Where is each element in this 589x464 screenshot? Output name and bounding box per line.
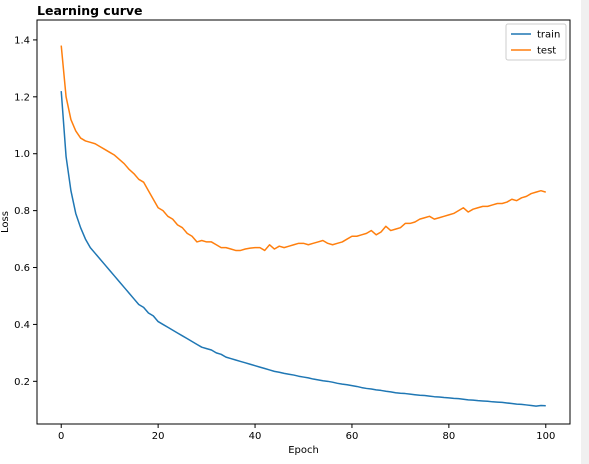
x-tick-label: 60: [346, 431, 359, 442]
ticks-layer: 0 20 40 60 80 100 0.2 0.4 0.6 0.8 1.0 1.2 1.4: [14, 35, 555, 442]
y-axis-label: Loss: [0, 211, 11, 233]
x-tick-label: 20: [152, 431, 165, 442]
chart-title: Learning curve: [37, 3, 143, 18]
x-tick-label: 100: [536, 431, 555, 442]
y-tick-label: 0.8: [14, 206, 30, 217]
series-line-train: [60, 91, 546, 407]
legend-label-train: train: [537, 30, 560, 41]
y-tick-label: 1.4: [14, 35, 30, 46]
axes-frame: [36, 19, 571, 425]
series-layer: [60, 45, 546, 407]
series-line-test: [60, 45, 546, 252]
y-tick-label: 0.2: [14, 377, 30, 388]
y-tick-label: 1.2: [14, 92, 30, 103]
x-tick-label: 40: [249, 431, 262, 442]
x-tick-label: 0: [58, 431, 64, 442]
y-tick-label: 0.6: [14, 263, 30, 274]
legend: train test: [505, 23, 567, 61]
x-axis-label: Epoch: [288, 445, 319, 456]
scrollbar-track[interactable]: [581, 0, 589, 464]
legend-box: [505, 23, 567, 61]
x-tick-label: 80: [442, 431, 455, 442]
legend-label-test: test: [537, 46, 556, 57]
y-tick-label: 1.0: [14, 149, 30, 160]
y-tick-label: 0.4: [14, 320, 30, 331]
